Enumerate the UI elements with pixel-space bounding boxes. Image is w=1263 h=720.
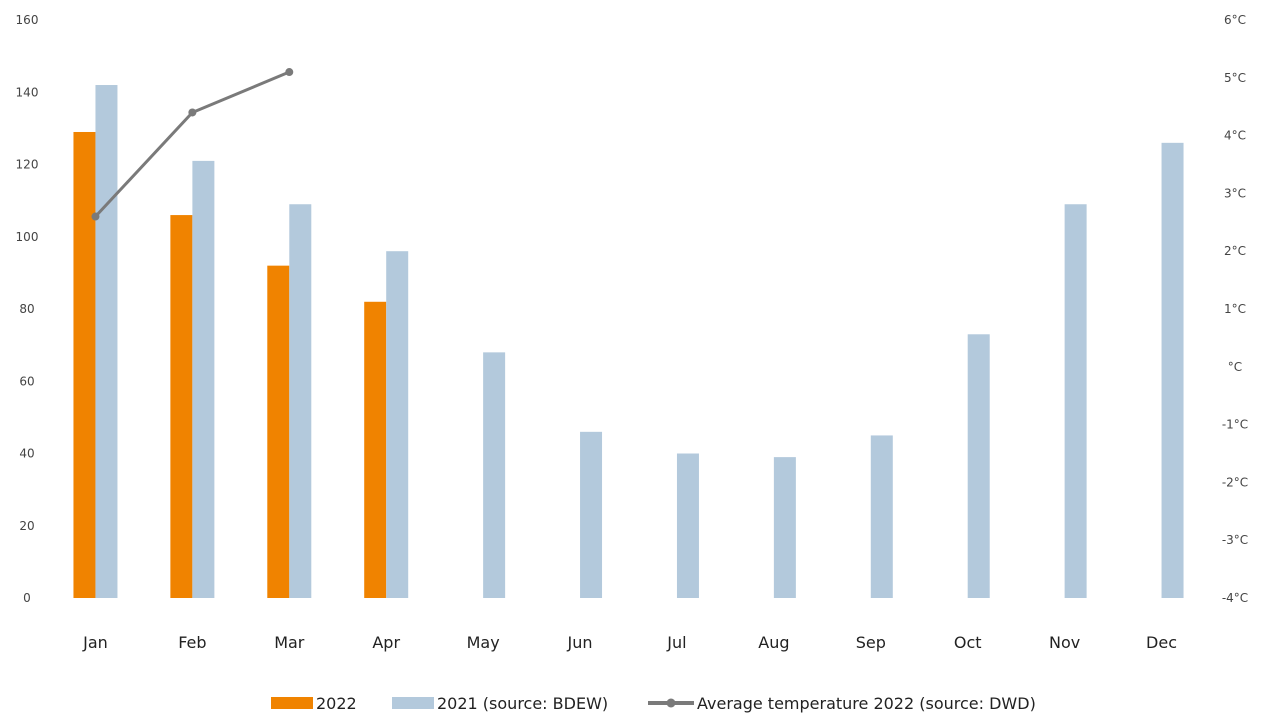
- legend: 2022 2021 (source: BDEW) Average temperatu…: [271, 694, 1036, 713]
- right-tick-label: °C: [1228, 360, 1242, 374]
- bar-2021-apr: [386, 251, 409, 598]
- right-tick-label: -3°C: [1222, 533, 1248, 547]
- left-axis: 0 20 40 60 80 100 120 140 160: [16, 13, 39, 605]
- bar-2021-sep: [870, 435, 893, 598]
- category-label-dec: Dec: [1146, 633, 1177, 652]
- category-label-mar: Mar: [274, 633, 305, 652]
- right-tick-label: 1°C: [1224, 302, 1246, 316]
- right-tick-label: 3°C: [1224, 186, 1246, 200]
- left-tick-label: 120: [16, 158, 39, 172]
- right-axis: -4°C -3°C -2°C -1°C °C 1°C 2°C 3°C 4°C 5°C 6°C: [1222, 13, 1248, 605]
- legend-label-temperature: Average temperature 2022 (source: DWD): [697, 694, 1036, 713]
- right-tick-label: 4°C: [1224, 129, 1246, 143]
- legend-swatch-2022: [271, 697, 313, 709]
- category-label-feb: Feb: [178, 633, 206, 652]
- right-tick-label: 6°C: [1224, 13, 1246, 27]
- category-label-jun: Jun: [567, 633, 593, 652]
- right-tick-label: 5°C: [1224, 71, 1246, 85]
- legend-swatch-2021: [392, 697, 434, 709]
- bar-2022-mar: [267, 265, 290, 598]
- bar-2021-nov: [1064, 204, 1087, 599]
- bar-2022-feb: [170, 215, 193, 598]
- category-label-oct: Oct: [954, 633, 982, 652]
- temperature-point-jan: [91, 212, 100, 221]
- left-tick-label: 160: [16, 13, 39, 27]
- temperature-point-mar: [285, 68, 294, 77]
- category-label-aug: Aug: [758, 633, 789, 652]
- category-label-apr: Apr: [372, 633, 400, 652]
- category-label-nov: Nov: [1049, 633, 1080, 652]
- bar-2021-oct: [967, 334, 990, 598]
- bars-layer: [73, 85, 1184, 599]
- x-axis: Jan Feb Mar Apr May Jun Jul Aug Sep Oct Nov Dec: [82, 633, 1177, 652]
- right-tick-label: -4°C: [1222, 591, 1248, 605]
- left-tick-label: 60: [19, 374, 34, 388]
- bar-2021-jul: [676, 453, 699, 598]
- right-tick-label: 2°C: [1224, 244, 1246, 258]
- category-label-jul: Jul: [666, 633, 686, 652]
- left-tick-label: 40: [19, 447, 34, 461]
- bar-2022-apr: [364, 301, 387, 598]
- right-tick-label: -2°C: [1222, 475, 1248, 489]
- bar-2021-may: [483, 352, 506, 598]
- left-tick-label: 100: [16, 230, 39, 244]
- bar-2021-mar: [289, 204, 312, 599]
- legend-swatch-temperature-marker: [666, 698, 676, 708]
- line-layer: [91, 68, 294, 221]
- bar-2021-dec: [1161, 142, 1184, 598]
- legend-label-2022: 2022: [316, 694, 357, 713]
- bar-2022-jan: [73, 131, 96, 599]
- bar-2021-aug: [773, 457, 796, 598]
- right-tick-label: -1°C: [1222, 418, 1248, 432]
- bar-2021-feb: [192, 160, 215, 598]
- category-label-jan: Jan: [82, 633, 108, 652]
- left-tick-label: 80: [19, 302, 34, 316]
- left-tick-label: 0: [23, 591, 31, 605]
- temperature-point-feb: [188, 108, 197, 117]
- bar-2021-jan: [95, 85, 118, 598]
- left-tick-label: 20: [19, 519, 34, 533]
- bar-2021-jun: [580, 431, 603, 598]
- legend-label-2021: 2021 (source: BDEW): [437, 694, 608, 713]
- left-tick-label: 140: [16, 85, 39, 99]
- category-label-may: May: [467, 633, 500, 652]
- category-label-sep: Sep: [856, 633, 886, 652]
